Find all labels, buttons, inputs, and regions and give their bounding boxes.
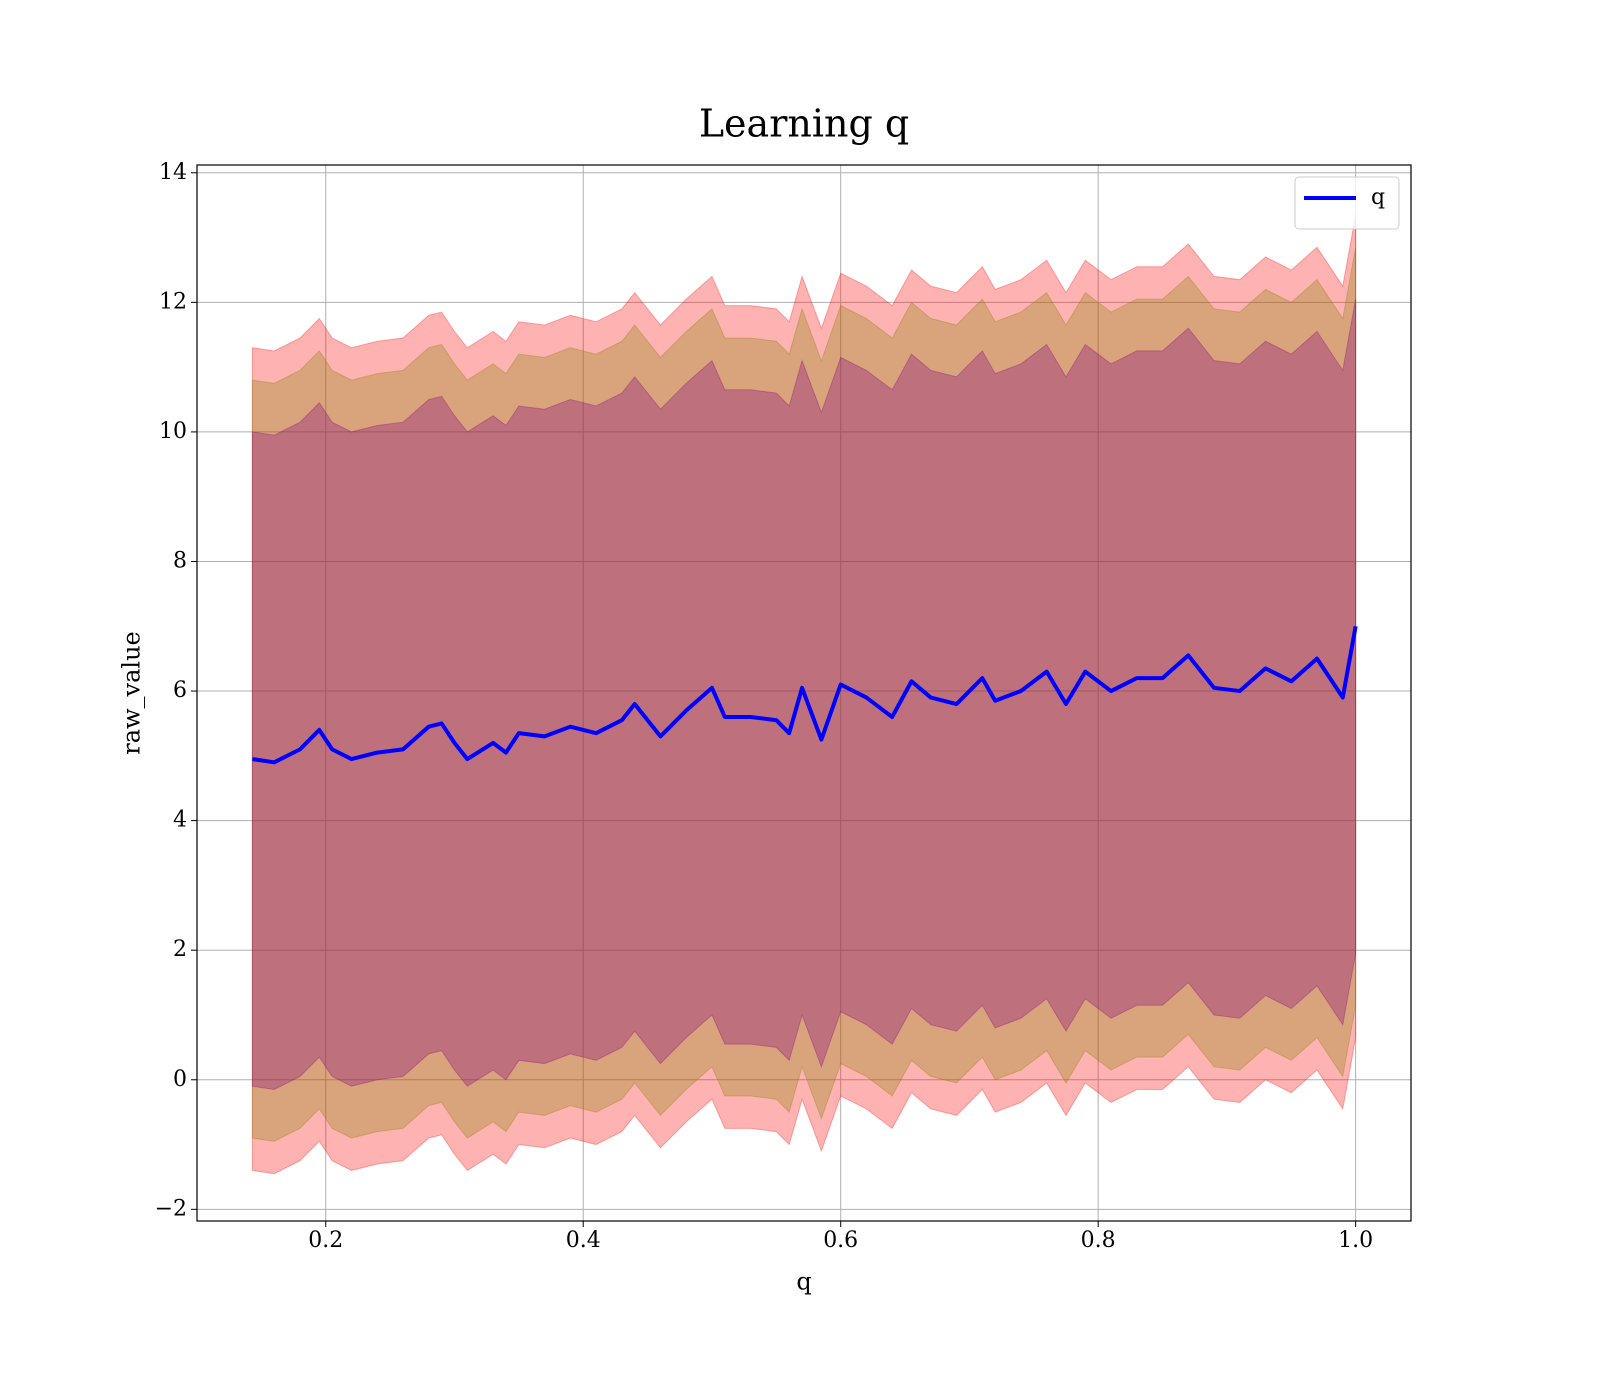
y-tick-label: 0 — [173, 1067, 187, 1092]
legend-label: q — [1371, 185, 1385, 210]
y-tick-label: 4 — [173, 808, 187, 833]
y-tick-label: 2 — [173, 937, 187, 962]
y-tick-label: 12 — [159, 289, 187, 314]
x-tick-label: 0.2 — [308, 1228, 343, 1253]
plot-frame — [196, 164, 1412, 1222]
y-tick-label: 6 — [173, 678, 187, 703]
y-tick-label: 10 — [159, 419, 187, 444]
x-tick-label: 0.4 — [566, 1228, 601, 1253]
plot-area — [251, 214, 1358, 1175]
axes: 0.2 0.4 0.6 0.8 1.0 −2 0 2 4 6 8 10 12 14 — [155, 160, 1412, 1253]
y-tick-label: 14 — [159, 160, 187, 185]
legend: q — [1294, 176, 1400, 230]
y-tick-label: 8 — [173, 548, 187, 573]
legend-box — [1294, 176, 1400, 230]
x-tick-label: 0.8 — [1081, 1228, 1116, 1253]
y-tick-label: −2 — [155, 1196, 187, 1221]
x-tick-label: 1.0 — [1338, 1228, 1373, 1253]
grid — [197, 165, 1411, 1221]
y-axis-label: raw_value — [118, 631, 146, 755]
x-tick-label: 0.6 — [823, 1228, 858, 1253]
chart-title: Learning q — [699, 102, 909, 146]
x-axis-label: q — [796, 1268, 811, 1296]
data-line — [252, 625, 1358, 765]
